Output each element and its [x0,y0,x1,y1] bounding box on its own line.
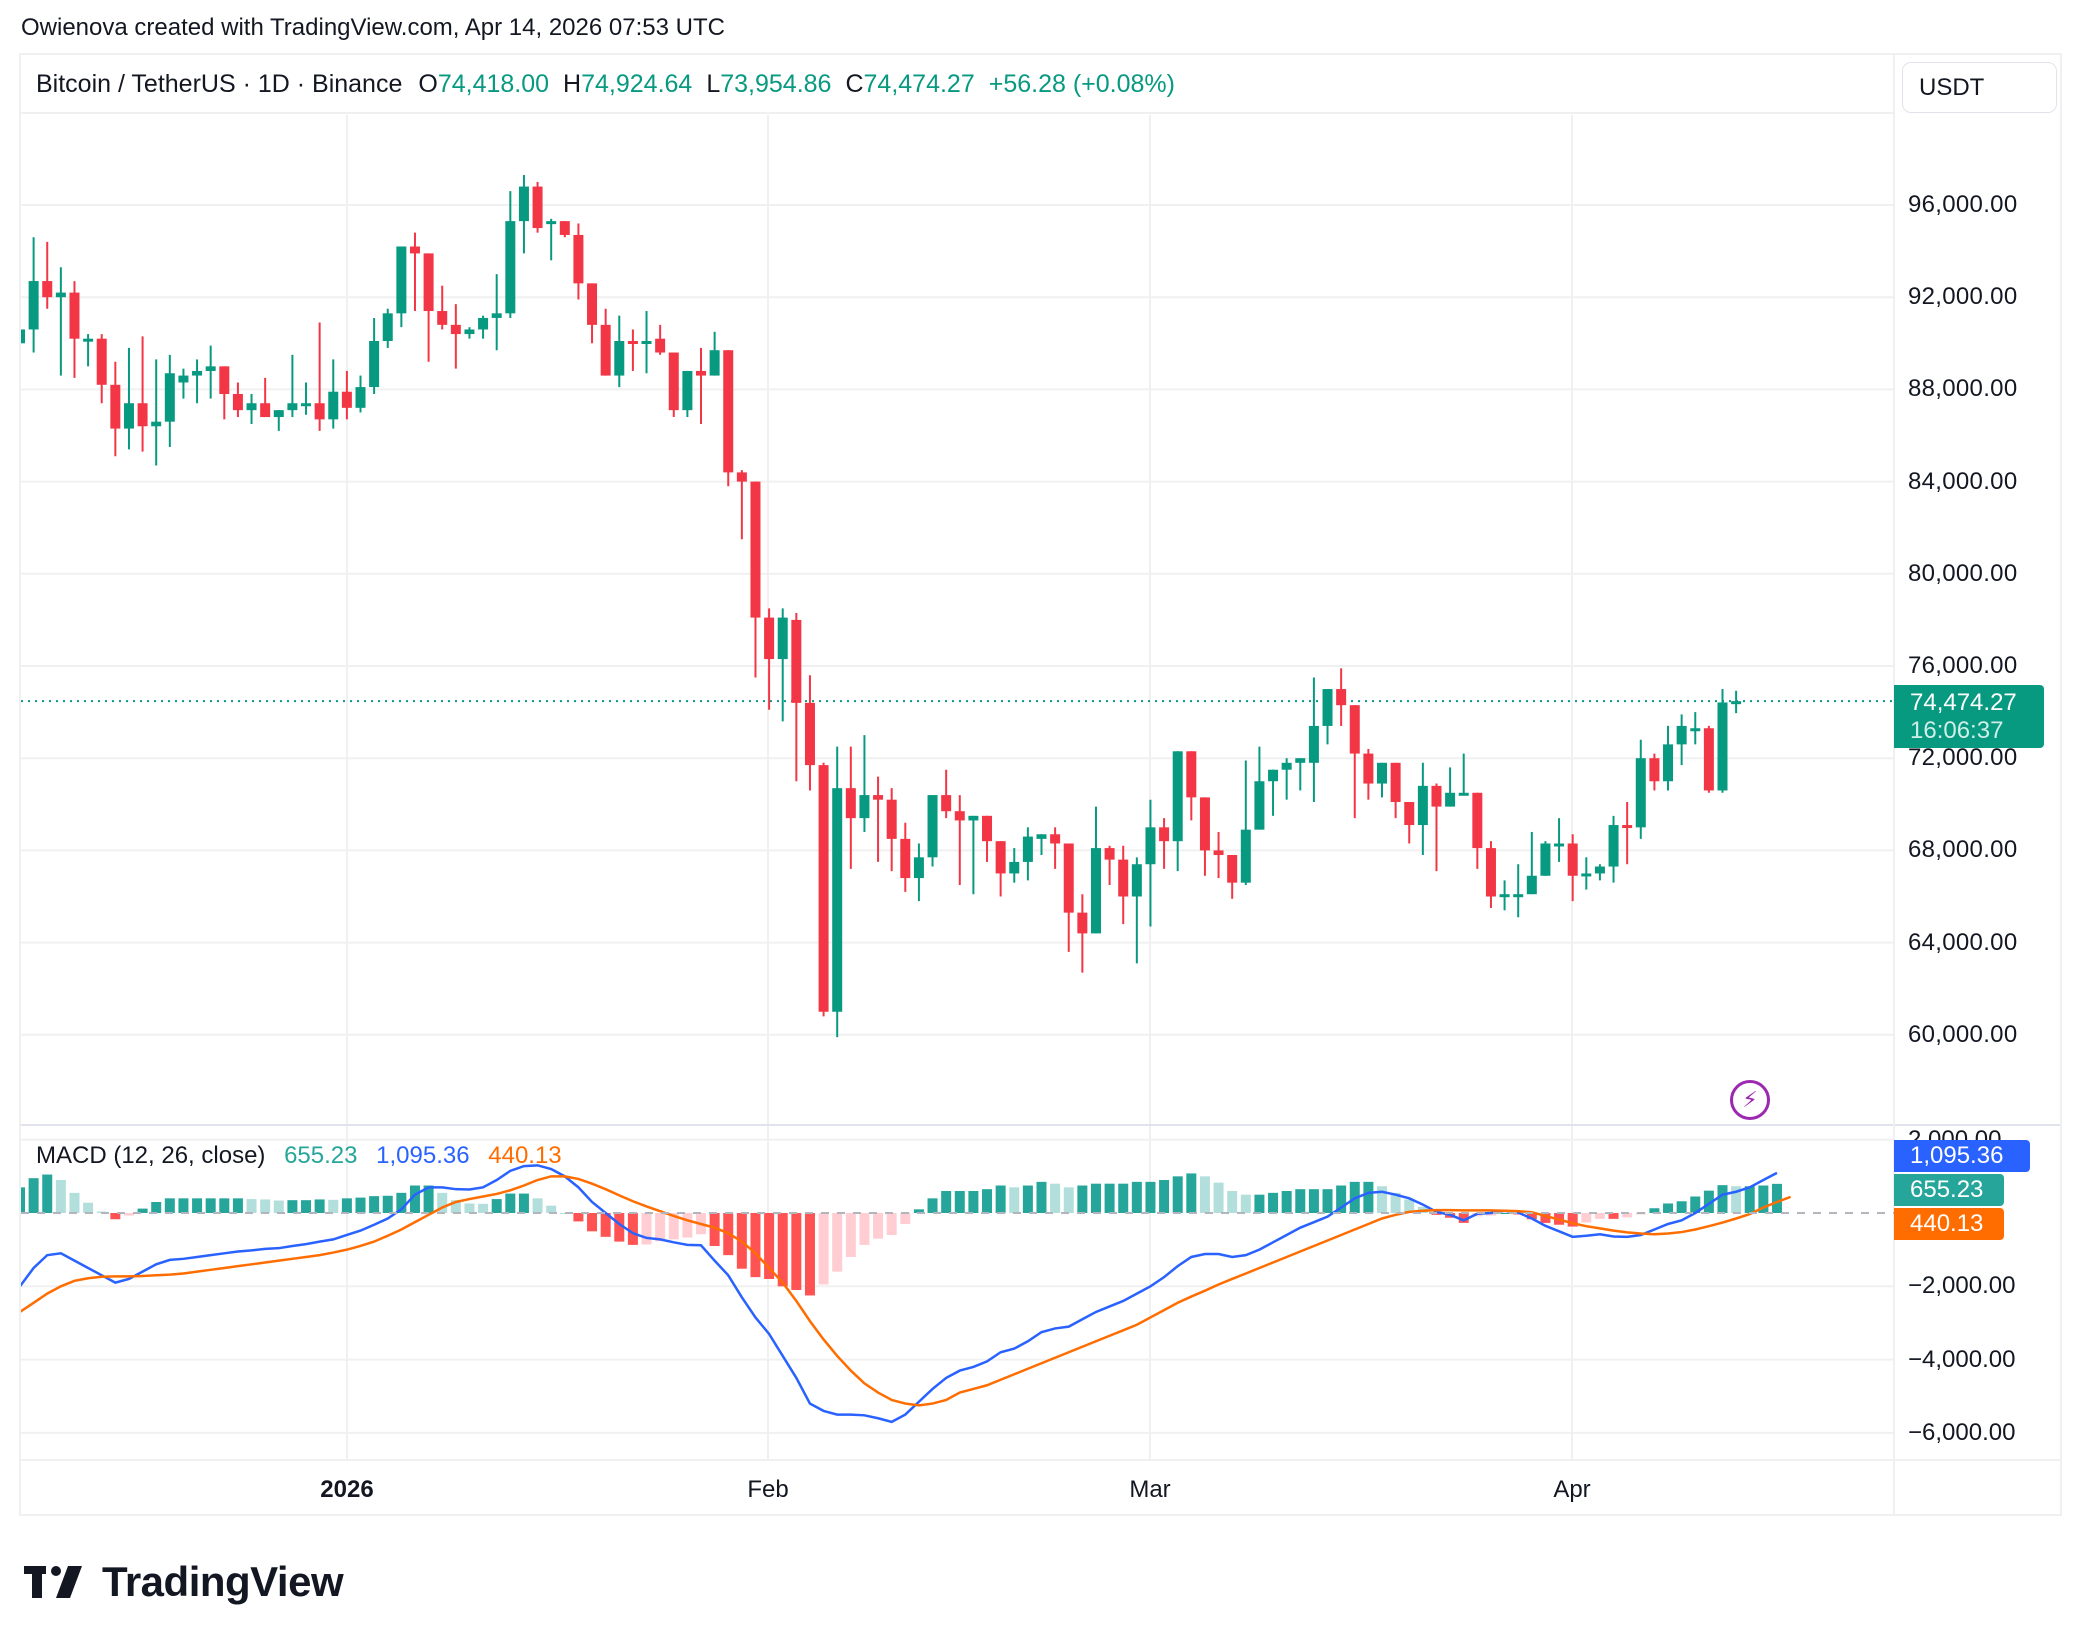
chart-frame [19,53,2062,1516]
price-axis-label: 76,000.00 [1908,652,2018,679]
open-label: O [418,70,438,98]
low-value: 73,954.86 [720,70,832,98]
time-axis-label: 2026 [320,1476,374,1503]
price-axis-label: 60,000.00 [1908,1020,2018,1048]
macd-line-tag: 1,095.36 [1894,1140,2030,1172]
last-price-value: 74,474.27 [1910,689,2017,716]
macd-axis-label: −6,000.00 [1908,1418,2016,1446]
chart-credit: Owienova created with TradingView.com, A… [21,14,725,41]
macd-signal-value: 440.13 [488,1142,562,1169]
macd-histogram-value: 655.23 [284,1142,358,1169]
price-axis-label: 96,000.00 [1908,191,2018,218]
macd-legend: MACD (12, 26, close) 655.23 1,095.36 440… [36,1142,574,1170]
time-axis-label: Apr [1553,1476,1591,1503]
symbol-legend: Bitcoin / TetherUS · 1D · Binance O 74,41… [36,70,1189,99]
macd-axis-label: −2,000.00 [1908,1272,2016,1300]
symbol-title[interactable]: Bitcoin / TetherUS · 1D · Binance [36,70,403,98]
macd-title[interactable]: MACD (12, 26, close) [36,1142,266,1169]
histogram-tag: 655.23 [1894,1174,2004,1206]
high-value: 74,924.64 [581,70,693,98]
high-label: H [563,70,582,98]
price-axis-label: 92,000.00 [1908,283,2018,311]
last-price-tag: 74,474.27 16:06:37 [1894,685,2044,748]
time-axis-label: Mar [1129,1476,1171,1503]
low-label: L [706,70,721,98]
time-axis-label: Feb [747,1476,789,1503]
price-axis-label: 80,000.00 [1908,559,2018,587]
price-axis-label: 68,000.00 [1908,836,2018,864]
currency-button[interactable]: USDT [1902,62,2057,113]
macd-axis-label: −4,000.00 [1908,1345,2016,1373]
close-label: C [845,70,864,98]
change-value: +56.28 (+0.08%) [988,70,1175,98]
lightning-icon[interactable]: ⚡ [1730,1080,1770,1120]
open-value: 74,418.00 [437,70,550,98]
price-axis-label: 64,000.00 [1908,928,2018,956]
signal-line-tag: 440.13 [1894,1208,2004,1240]
bar-countdown: 16:06:37 [1910,717,2004,744]
tradingview-mark-icon [24,1566,82,1598]
price-axis-label: 88,000.00 [1908,375,2018,403]
price-axis-label: 72,000.00 [1908,744,2018,772]
macd-line-value: 1,095.36 [376,1142,470,1169]
tradingview-wordmark: TradingView [102,1558,344,1605]
tradingview-logo[interactable]: TradingView [24,1558,344,1606]
price-axis-label: 84,000.00 [1908,467,2018,495]
close-value: 74,474.27 [863,70,975,98]
